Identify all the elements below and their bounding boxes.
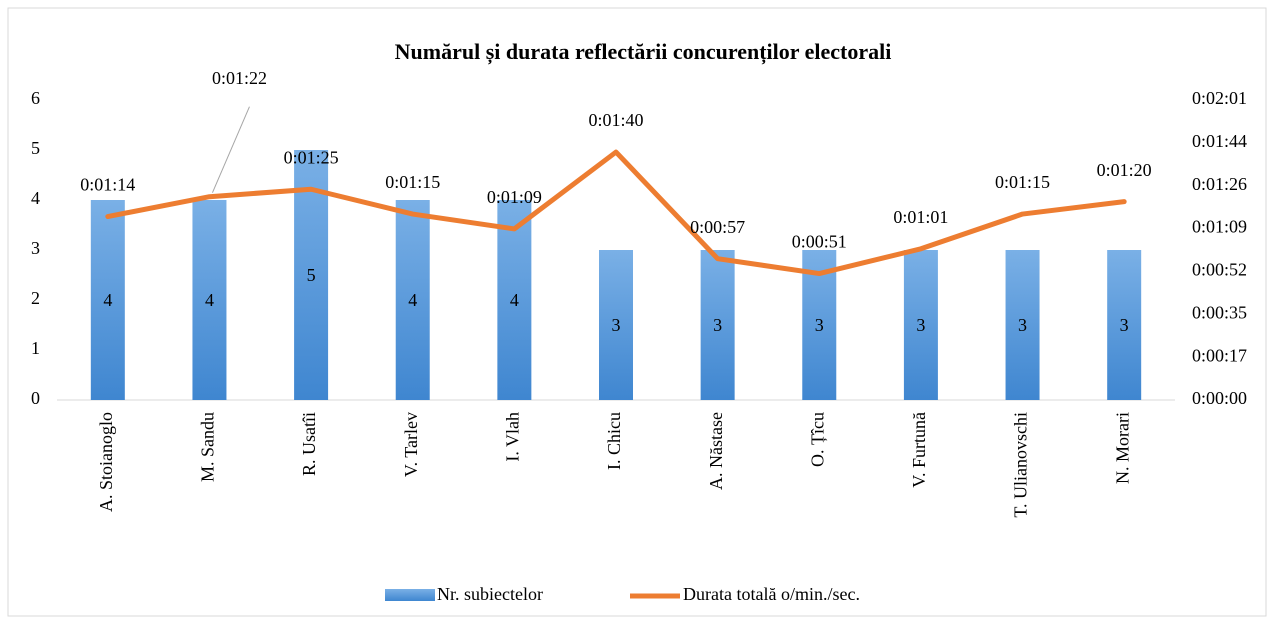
y-tick-label: 4 [31,188,40,208]
line-value-label: 0:01:40 [588,110,643,130]
bar [1005,250,1040,400]
bar [1107,250,1142,400]
x-tick-label: V. Furtună [909,412,929,488]
x-tick-label: A. Năstase [706,412,726,490]
line-value-label: 0:01:09 [487,187,542,207]
leader-line [211,106,250,193]
line-value-label: 0:00:57 [690,217,745,237]
y2-tick-label: 0:01:44 [1192,131,1247,151]
legend-swatch [385,589,435,601]
x-tick-label: I. Chicu [604,412,624,470]
line-value-label: 0:01:14 [80,175,135,195]
bar-value-label: 3 [1120,315,1129,335]
legend-label: Nr. subiectelor [437,584,543,604]
y2-tick-label: 0:01:09 [1192,217,1247,237]
x-tick-label: N. Morari [1112,412,1132,484]
line-value-label: 0:01:15 [385,172,440,192]
bar [497,200,532,400]
x-tick-label: T. Ulianovschi [1011,412,1031,518]
bar [395,200,430,400]
y-tick-label: 0 [31,388,40,408]
y-tick-label: 6 [31,88,40,108]
bar-value-label: 3 [916,315,925,335]
y2-tick-label: 0:00:00 [1192,388,1247,408]
line-value-label: 0:01:01 [893,207,948,227]
line-value-label: 0:01:25 [284,147,339,167]
bar-value-label: 4 [510,290,519,310]
bar-value-label: 4 [205,290,214,310]
y2-tick-label: 0:00:17 [1192,345,1247,365]
bar-value-label: 3 [1018,315,1027,335]
x-tick-label: I. Vlah [502,412,522,462]
bar-value-label: 5 [307,265,316,285]
bar [599,250,633,400]
line-value-label: 0:00:51 [792,232,847,252]
line-value-label: 0:01:20 [1097,160,1152,180]
x-tick-label: M. Sandu [198,412,218,482]
bar-value-label: 3 [612,315,621,335]
x-tick-label: R. Usatîi [299,412,319,476]
bar-value-label: 3 [713,315,722,335]
line-value-label: 0:01:22 [212,68,267,88]
bar-value-label: 4 [103,290,112,310]
bar [192,200,227,400]
x-tick-label: V. Tarlev [401,412,421,477]
chart-title: Numărul și durata reflectării concurenți… [395,39,892,65]
line-value-label: 0:01:15 [995,172,1050,192]
y-tick-label: 3 [31,238,40,258]
bar-value-label: 4 [408,290,417,310]
line [105,149,1127,277]
x-tick-label: A. Stoianoglo [96,412,116,512]
bar [90,200,125,400]
bar-value-label: 3 [815,315,824,335]
y2-tick-label: 0:00:35 [1192,302,1247,322]
bar [700,250,735,400]
x-tick-label: O. Țîcu [807,412,827,467]
bar [903,250,938,400]
y2-tick-label: 0:02:01 [1192,88,1247,108]
y-tick-label: 1 [31,338,40,358]
y2-tick-label: 0:01:26 [1192,174,1247,194]
y2-tick-label: 0:00:52 [1192,260,1247,280]
y-tick-label: 2 [31,288,40,308]
y-tick-label: 5 [31,138,40,158]
legend-label: Durata totală o/min./sec. [683,584,860,604]
